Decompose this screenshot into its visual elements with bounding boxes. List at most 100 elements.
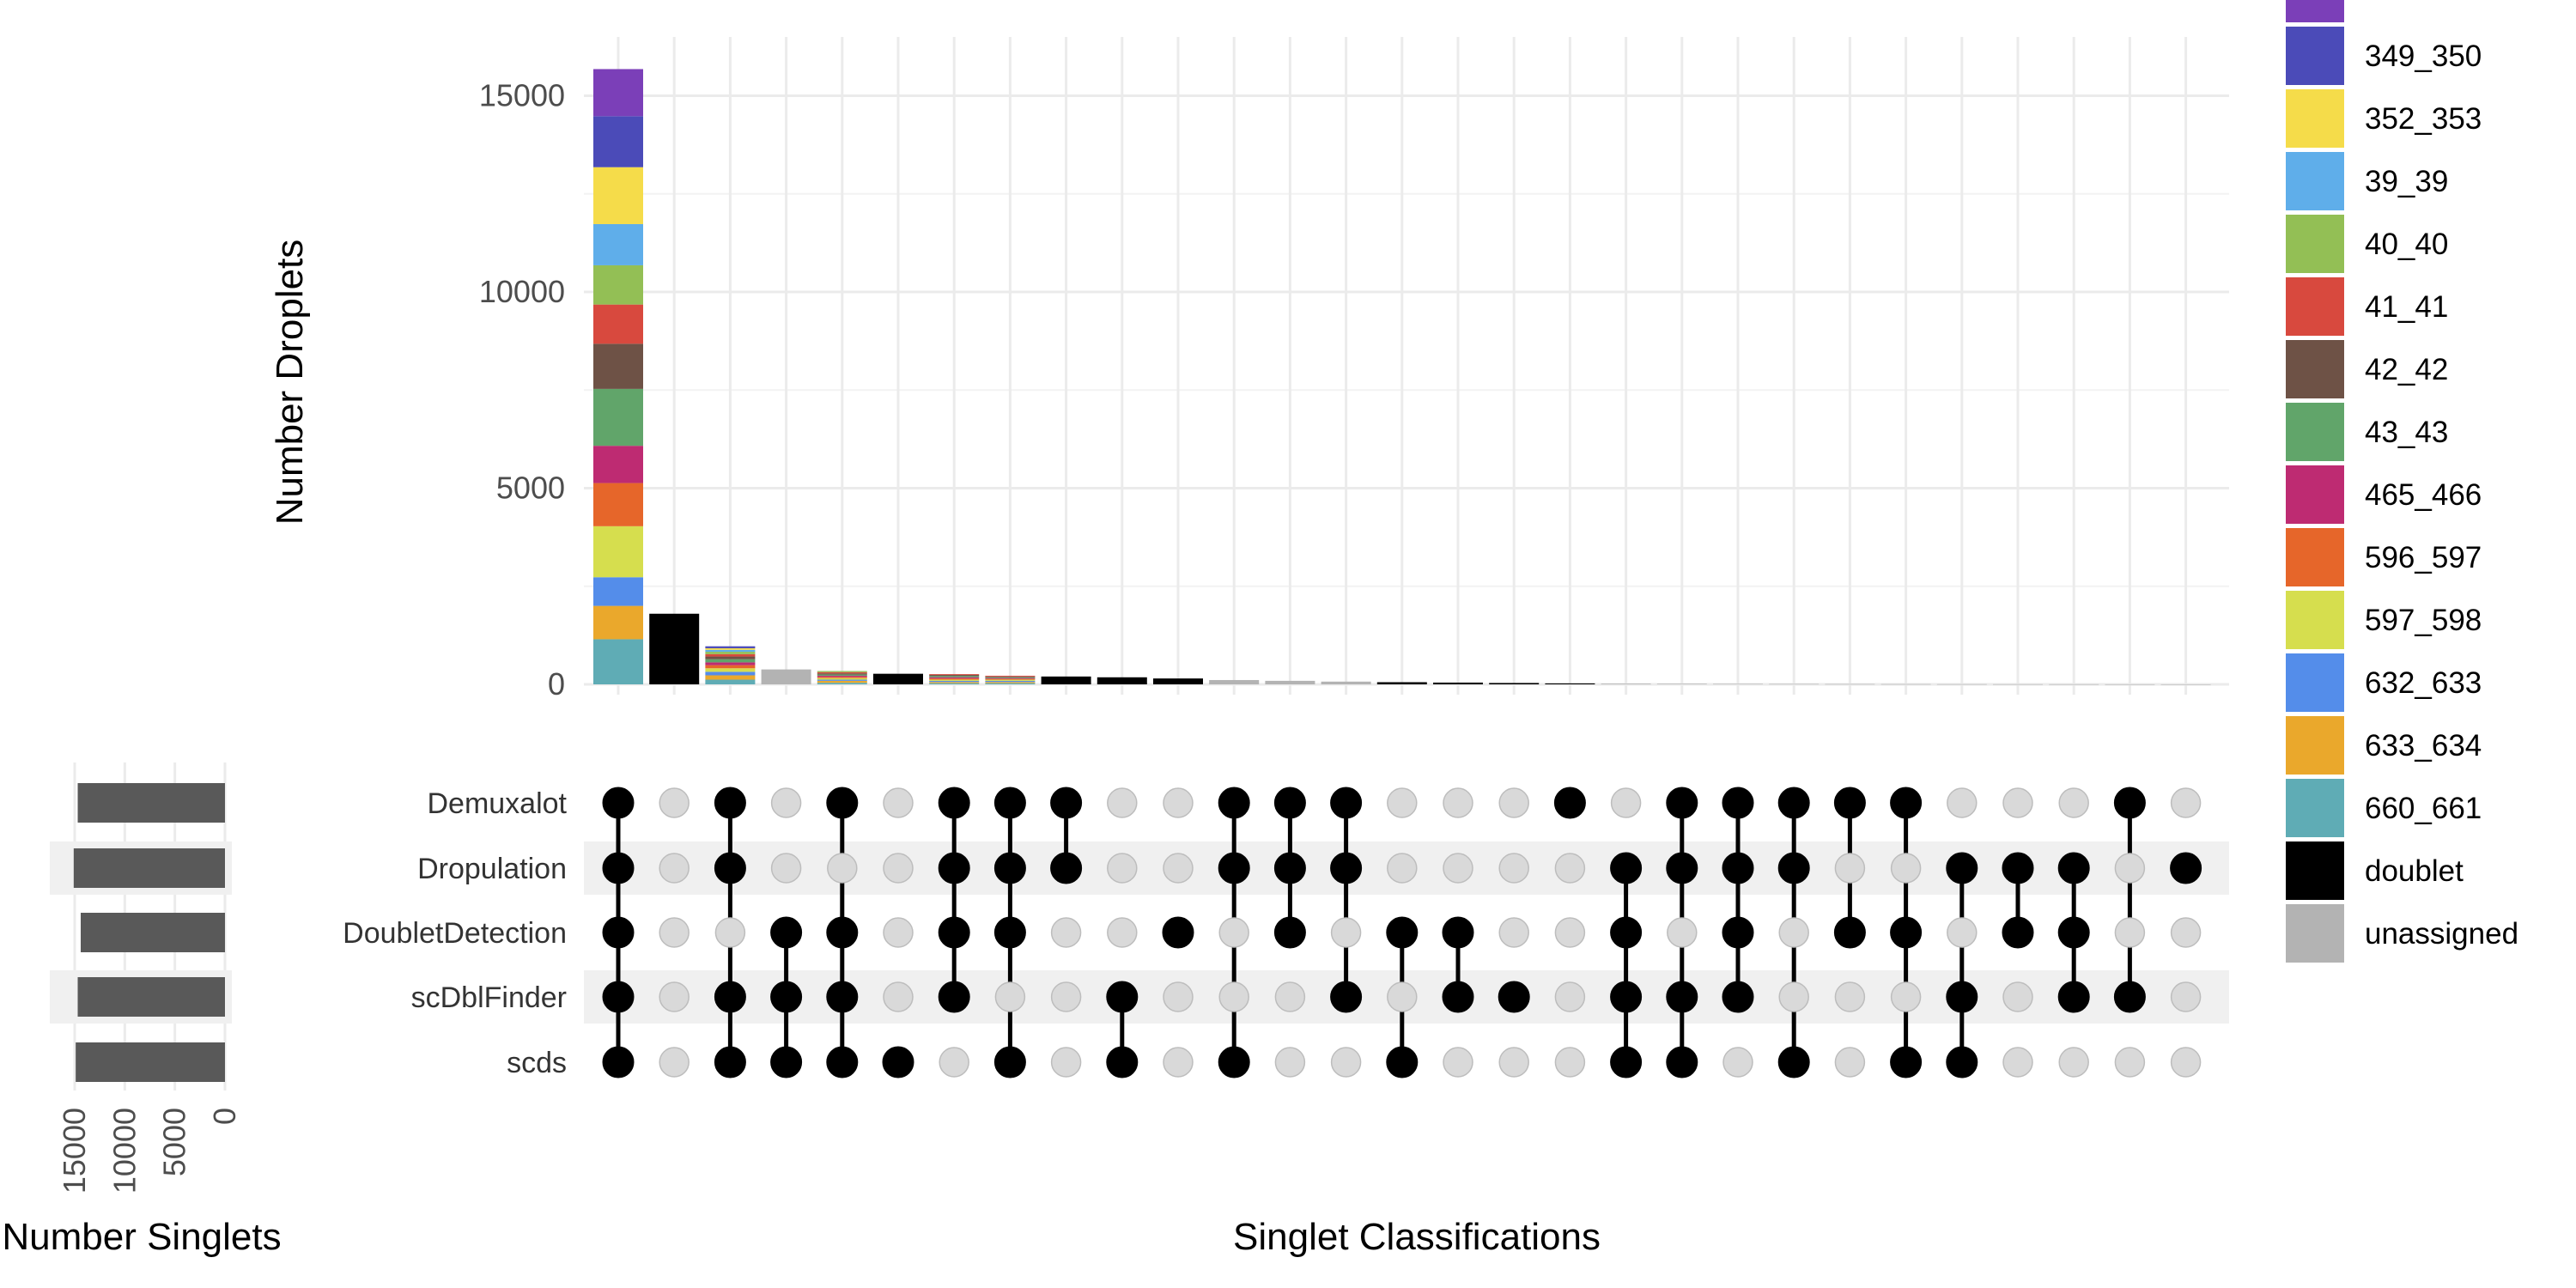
matrix-dot-active bbox=[1610, 1046, 1643, 1078]
bar-segment-41_41 bbox=[593, 304, 643, 344]
y-tick-label: 5000 bbox=[496, 471, 565, 506]
intersection-bars bbox=[593, 69, 2211, 685]
matrix-dot-inactive bbox=[2170, 981, 2202, 1012]
matrix-dot-inactive bbox=[1330, 917, 1362, 948]
matrix-dot-inactive bbox=[1554, 853, 1586, 884]
legend-entry: 40_40 bbox=[2286, 215, 2448, 273]
bar-segment-41_41 bbox=[705, 653, 756, 657]
matrix-dot-active bbox=[826, 1046, 859, 1078]
intersection-bar bbox=[1321, 681, 1371, 684]
intersection-bar bbox=[593, 69, 643, 684]
intersection-column bbox=[1330, 787, 1363, 1078]
bar-segment-596_597 bbox=[929, 678, 980, 680]
bar-segment-unassigned bbox=[2049, 683, 2099, 685]
bar-segment-unassigned bbox=[1993, 683, 2043, 685]
legend-entry: 43_43 bbox=[2286, 403, 2448, 461]
matrix-dot-active bbox=[1946, 1046, 1978, 1078]
intersection-column bbox=[1442, 787, 1474, 1078]
matrix-dot-active bbox=[1273, 787, 1306, 819]
legend-swatch bbox=[2286, 904, 2344, 963]
matrix-dot-inactive bbox=[2170, 917, 2202, 948]
set-size-tick-label: 5000 bbox=[157, 1108, 192, 1176]
matrix-dot-inactive bbox=[2170, 787, 2202, 818]
matrix-dot-active bbox=[1666, 1046, 1698, 1078]
intersection-bar bbox=[1825, 683, 1875, 685]
intersection-bar bbox=[1489, 683, 1540, 684]
legend-swatch bbox=[2286, 27, 2344, 85]
bar-segment-43_43 bbox=[985, 677, 1036, 678]
legend-swatch bbox=[2286, 215, 2344, 273]
intersection-bar bbox=[1433, 682, 1483, 684]
bar-segment-40_40 bbox=[593, 264, 643, 305]
legend-swatch bbox=[2286, 152, 2344, 210]
matrix-dot-active bbox=[993, 1046, 1026, 1078]
bar-segment-doublet bbox=[1041, 676, 1091, 684]
matrix-dot-active bbox=[1833, 916, 1866, 949]
matrix-dot-inactive bbox=[1610, 787, 1642, 818]
bar-segment-unassigned bbox=[1769, 683, 1820, 685]
legend-label: 39_39 bbox=[2365, 165, 2448, 198]
set-size-tick-label: 0 bbox=[207, 1108, 242, 1125]
bar-segment-465_466 bbox=[985, 677, 1036, 679]
bar-segment-660_661 bbox=[705, 679, 756, 684]
y-axis-title: Number Droplets bbox=[269, 240, 311, 526]
bar-segment-unassigned bbox=[1265, 680, 1315, 684]
intersection-column bbox=[1666, 787, 1698, 1078]
matrix-dot-active bbox=[826, 916, 859, 949]
matrix-dot-inactive bbox=[1387, 787, 1418, 818]
intersection-matrix bbox=[602, 787, 2202, 1078]
bar-segment-465_466 bbox=[705, 662, 756, 665]
bar-segment-465_466 bbox=[929, 677, 980, 679]
legend-swatch bbox=[2286, 653, 2344, 712]
bar-segment-660_661 bbox=[985, 683, 1036, 684]
bar-segment-42_42 bbox=[817, 673, 867, 675]
matrix-dot-inactive bbox=[1498, 853, 1529, 884]
bar-segment-unassigned bbox=[1209, 679, 1260, 684]
matrix-dot-active bbox=[938, 981, 970, 1013]
intersection-bar bbox=[2105, 683, 2155, 685]
bar-segment-42_42 bbox=[929, 675, 980, 677]
bar-segment-doublet bbox=[1545, 683, 1595, 684]
matrix-dot-inactive bbox=[659, 1047, 690, 1078]
intersection-bar bbox=[1209, 679, 1260, 684]
matrix-dot-inactive bbox=[1443, 787, 1473, 818]
matrix-dot-active bbox=[1106, 981, 1139, 1013]
matrix-dot-inactive bbox=[1834, 981, 1866, 1012]
legend-entry: 632_633 bbox=[2286, 653, 2482, 712]
bar-segment-660_661 bbox=[593, 639, 643, 684]
intersection-bar bbox=[1656, 683, 1707, 684]
matrix-dot-active bbox=[1777, 852, 1810, 884]
bar-segment-41_41 bbox=[929, 674, 980, 676]
legend-entry: 597_598 bbox=[2286, 591, 2482, 649]
matrix-dot-active bbox=[1386, 1046, 1419, 1078]
matrix-dot-active bbox=[1666, 852, 1698, 884]
matrix-dot-active bbox=[1890, 1046, 1923, 1078]
matrix-dot-active bbox=[826, 787, 859, 819]
intersection-bar bbox=[1265, 680, 1315, 684]
matrix-dot-active bbox=[602, 1046, 635, 1078]
intersection-column bbox=[882, 787, 914, 1078]
matrix-dot-active bbox=[2170, 852, 2202, 884]
legend-entry: 352_353 bbox=[2286, 89, 2482, 148]
intersection-column bbox=[1218, 787, 1250, 1078]
matrix-dot-active bbox=[1777, 1046, 1810, 1078]
bar-segment-41_41 bbox=[817, 671, 867, 674]
set-size-bar bbox=[76, 1042, 226, 1082]
matrix-dot-active bbox=[714, 787, 746, 819]
matrix-dot-inactive bbox=[1163, 1047, 1194, 1078]
matrix-dot-active bbox=[938, 852, 970, 884]
bar-segment-349_350 bbox=[593, 116, 643, 167]
matrix-dot-inactive bbox=[1443, 853, 1473, 884]
matrix-dot-inactive bbox=[1834, 1047, 1866, 1078]
bar-segment-doublet bbox=[1376, 682, 1427, 684]
matrix-dot-active bbox=[993, 852, 1026, 884]
intersection-column bbox=[1610, 787, 1643, 1078]
matrix-dot-active bbox=[1218, 787, 1250, 819]
bar-segment-unassigned bbox=[1601, 683, 1651, 684]
set-label: scds bbox=[507, 1047, 567, 1079]
bar-segment-349_350 bbox=[705, 646, 756, 648]
bar-segment-unassigned bbox=[2105, 683, 2155, 685]
bar-segment-633_634 bbox=[817, 680, 867, 683]
bar-segment-39_39 bbox=[593, 223, 643, 265]
legend-label: 349_350 bbox=[2365, 39, 2482, 73]
